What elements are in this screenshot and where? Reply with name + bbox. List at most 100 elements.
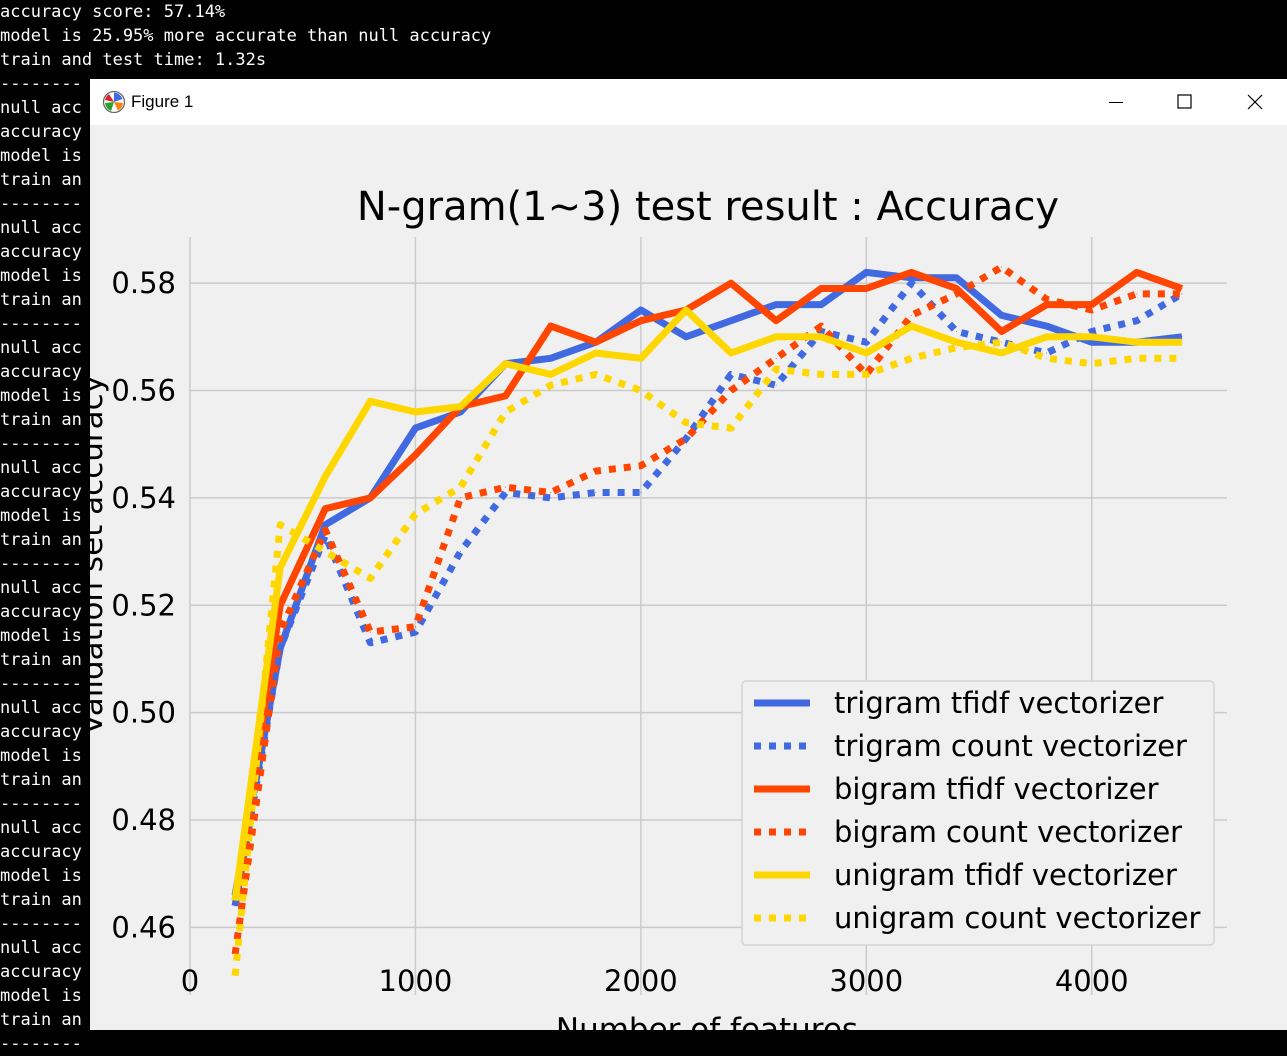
terminal-line: -------- — [0, 74, 82, 94]
terminal-line: -------- — [0, 794, 82, 814]
x-tick-label: 4000 — [1055, 964, 1129, 998]
data-point — [910, 277, 912, 279]
legend-label: bigram tfidf vectorizer — [834, 772, 1159, 806]
data-point — [1001, 266, 1003, 268]
data-point — [820, 304, 822, 306]
data-point — [595, 373, 597, 375]
data-point — [234, 905, 236, 907]
data-point — [505, 395, 507, 397]
data-point — [279, 567, 281, 569]
terminal-line: model is 25.95% more accurate than null … — [0, 26, 492, 46]
terminal-line: train an — [0, 890, 82, 910]
terminal-line: accuracy — [0, 602, 82, 622]
title-bar[interactable]: Figure 1 — [90, 79, 1287, 125]
terminal-line: accuracy — [0, 722, 82, 742]
series-line-unigram-count-vectorizer — [231, 338, 1182, 977]
data-point — [1181, 336, 1183, 338]
data-point — [279, 524, 281, 526]
figure-canvas: 0 1000 2000 3000 4000 0.46 0.48 0.50 0.52 0.54 0.5… — [74, 125, 1287, 1048]
close-button[interactable] — [1220, 79, 1287, 125]
data-point — [1181, 341, 1183, 343]
data-point — [730, 373, 732, 375]
legend-label: bigram count vectorizer — [834, 815, 1182, 849]
legend: trigram tfidf vectorizer trigram count ve… — [741, 680, 1215, 946]
data-point — [1001, 330, 1003, 332]
terminal-line: model is — [0, 386, 82, 406]
data-point — [279, 604, 281, 606]
data-point — [1136, 320, 1138, 322]
legend-label: trigram count vectorizer — [834, 729, 1187, 763]
data-point — [730, 282, 732, 284]
data-point — [955, 347, 957, 349]
terminal-line: -------- — [0, 1034, 82, 1054]
data-point — [414, 631, 416, 633]
data-point — [550, 357, 552, 359]
data-point — [505, 411, 507, 413]
data-point — [865, 352, 867, 354]
y-tick-label: 0.50 — [111, 696, 176, 730]
data-point — [1181, 357, 1183, 359]
terminal-line: model is — [0, 986, 82, 1006]
terminal-line: null acc — [0, 578, 82, 598]
terminal-line: accuracy score: 57.14% — [0, 2, 226, 22]
terminal-line: model is — [0, 746, 82, 766]
data-point — [1091, 330, 1093, 332]
terminal-line: train an — [0, 650, 82, 670]
minimize-button[interactable] — [1081, 79, 1151, 125]
legend-label: unigram count vectorizer — [834, 901, 1201, 935]
terminal-line: null acc — [0, 218, 82, 238]
series-line-bigram-tfidf-vectorizer — [231, 268, 1184, 902]
maximize-button[interactable] — [1150, 79, 1220, 125]
window-title: Figure 1 — [131, 92, 194, 111]
data-point — [640, 309, 642, 311]
data-point — [865, 341, 867, 343]
data-point — [550, 497, 552, 499]
terminal-line: -------- — [0, 434, 82, 454]
data-point — [324, 529, 326, 531]
data-point — [1136, 357, 1138, 359]
terminal-line: -------- — [0, 914, 82, 934]
data-point — [910, 271, 912, 273]
data-point — [595, 352, 597, 354]
grid-lines — [189, 237, 1227, 995]
data-point — [775, 368, 777, 370]
data-point — [955, 330, 957, 332]
data-point — [865, 271, 867, 273]
close-icon — [1247, 94, 1263, 110]
x-axis-label: Number of features — [556, 1012, 858, 1030]
data-point — [550, 384, 552, 386]
data-point — [1001, 314, 1003, 316]
data-point — [955, 341, 957, 343]
terminal-line: model is — [0, 146, 82, 166]
data-point — [1046, 325, 1048, 327]
y-tick-label: 0.56 — [111, 374, 176, 408]
data-point — [1046, 357, 1048, 359]
data-point — [414, 454, 416, 456]
terminal-line: train an — [0, 410, 82, 430]
data-point — [324, 475, 326, 477]
data-point — [505, 486, 507, 488]
data-point — [730, 352, 732, 354]
data-point — [460, 486, 462, 488]
data-point — [550, 325, 552, 327]
terminal-line: null acc — [0, 98, 82, 118]
data-point — [369, 497, 371, 499]
maximize-icon — [1177, 94, 1192, 109]
data-point — [640, 465, 642, 467]
data-point — [1136, 341, 1138, 343]
chart-title: N-gram(1~3) test result : Accuracy — [357, 184, 1059, 230]
data-point — [595, 492, 597, 494]
series-layer — [231, 263, 1184, 977]
data-point — [369, 631, 371, 633]
terminal-line: null acc — [0, 818, 82, 838]
minimize-icon — [1109, 102, 1123, 103]
data-point — [414, 626, 416, 628]
terminal-line: train an — [0, 290, 82, 310]
data-point — [414, 427, 416, 429]
terminal-line: -------- — [0, 194, 82, 214]
data-point — [775, 304, 777, 306]
data-point — [369, 400, 371, 402]
data-point — [324, 551, 326, 553]
terminal-line: model is — [0, 506, 82, 526]
x-tick-label: 3000 — [829, 964, 903, 998]
